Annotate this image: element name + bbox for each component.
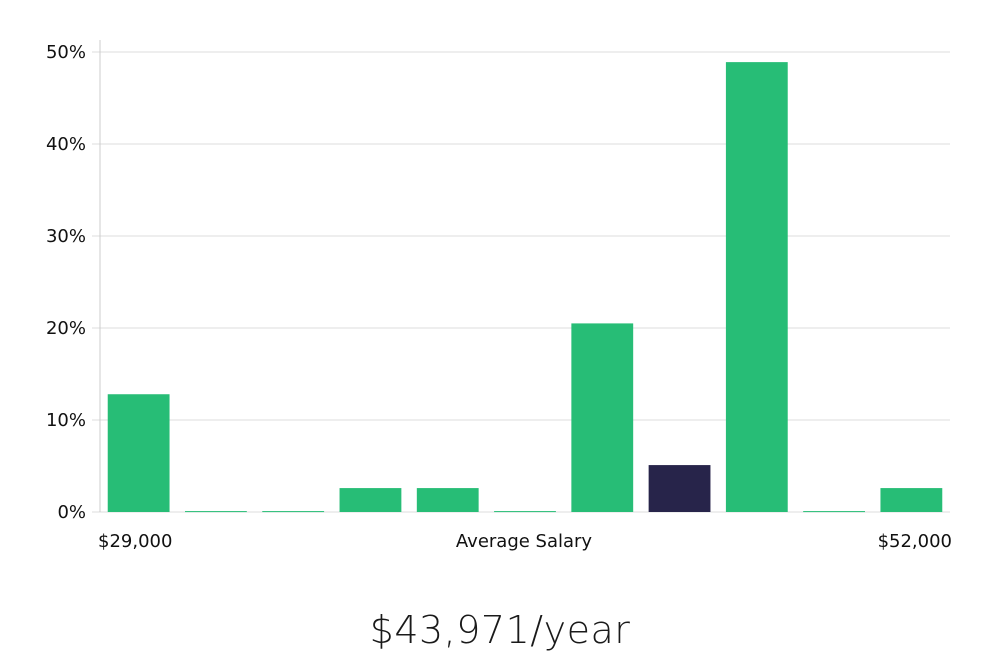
x-axis-max-label: $52,000	[878, 531, 952, 552]
y-tick-label: 0%	[57, 502, 86, 523]
average-salary-value: $43,971/year	[369, 608, 631, 652]
bar	[339, 488, 402, 512]
salary-distribution-chart: 0% 10% 20% 30% 40% 50% $29,000 Average Salary…	[46, 40, 952, 552]
bar	[416, 488, 479, 512]
bar	[725, 62, 788, 513]
x-axis-min-label: $29,000	[98, 531, 172, 552]
chart-bars	[107, 62, 943, 513]
bar	[185, 511, 247, 513]
bar	[107, 394, 170, 512]
y-tick-label: 20%	[46, 318, 86, 339]
y-tick-label: 30%	[46, 226, 86, 247]
chart-gridlines	[92, 51, 950, 513]
x-axis-title: Average Salary	[456, 531, 593, 552]
bar	[494, 511, 556, 513]
y-tick-label: 10%	[46, 410, 86, 431]
y-axis: 0% 10% 20% 30% 40% 50%	[46, 40, 101, 523]
bar	[262, 511, 325, 513]
bar	[803, 511, 865, 513]
y-tick-label: 40%	[46, 134, 86, 155]
y-tick-label: 50%	[46, 42, 86, 63]
bar-highlighted	[648, 465, 711, 512]
bar	[571, 323, 634, 512]
bar	[880, 488, 943, 512]
